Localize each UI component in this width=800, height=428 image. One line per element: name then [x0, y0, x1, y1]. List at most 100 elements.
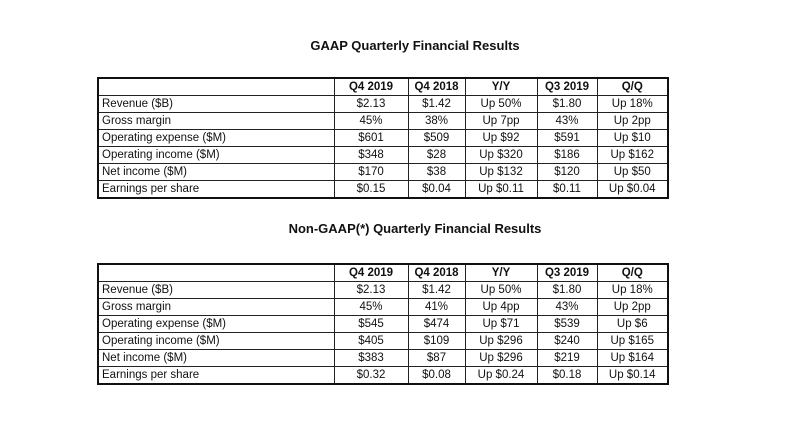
row-label: Operating expense ($M) — [97, 315, 335, 333]
table-cell: Up $71 — [464, 315, 538, 333]
table-cell: $170 — [333, 163, 409, 181]
row-label: Revenue ($B) — [97, 95, 335, 113]
table-cell: Up $164 — [596, 349, 669, 367]
row-label: Net income ($M) — [97, 163, 335, 181]
table-title: Non-GAAP(*) Quarterly Financial Results — [288, 221, 542, 236]
table-cell: Up $0.14 — [596, 366, 669, 385]
table-cell: $0.32 — [333, 366, 409, 385]
row-label: Earnings per share — [97, 366, 335, 385]
table-row: Operating income ($M) $348 $28 Up $320 $186 U… — [97, 146, 669, 164]
table-cell: 41% — [407, 298, 466, 316]
table-cell: $0.11 — [536, 180, 598, 199]
table-cell: $0.04 — [407, 180, 466, 199]
table-cell: $405 — [333, 332, 409, 350]
table-cell: Up $132 — [464, 163, 538, 181]
table-cell: $539 — [536, 315, 598, 333]
non-gaap-results-table: Q4 2019 Q4 2018 Y/Y Q3 2019 Q/Q Revenue ($B) $… — [97, 263, 669, 385]
table-cell: $2.13 — [333, 95, 409, 113]
row-label: Net income ($M) — [97, 349, 335, 367]
table-cell: Up $165 — [596, 332, 669, 350]
table-cell: Up $320 — [464, 146, 538, 164]
table-cell: $0.08 — [407, 366, 466, 385]
row-label: Earnings per share — [97, 180, 335, 199]
gaap-results-table: Q4 2019 Q4 2018 Y/Y Q3 2019 Q/Q Revenue ($B) $… — [97, 77, 669, 199]
row-label: Operating income ($M) — [97, 146, 335, 164]
table-cell: $0.15 — [333, 180, 409, 199]
table-cell: $38 — [407, 163, 466, 181]
table-cell: $2.13 — [333, 281, 409, 299]
table-cell: $219 — [536, 349, 598, 367]
table-cell: $383 — [333, 349, 409, 367]
table-cell: $120 — [536, 163, 598, 181]
row-label: Gross margin — [97, 298, 335, 316]
table-cell: Up $50 — [596, 163, 669, 181]
table-cell: $240 — [536, 332, 598, 350]
table-cell: Up 4pp — [464, 298, 538, 316]
table-row: Net income ($M) $170 $38 Up $132 $120 Up $50 — [97, 163, 669, 181]
table-cell: $28 — [407, 146, 466, 164]
table-cell: Up 2pp — [596, 112, 669, 130]
table-row: Earnings per share $0.15 $0.04 Up $0.11 $0.1… — [97, 180, 669, 199]
table-row: Operating expense ($M) $545 $474 Up $71 $539… — [97, 315, 669, 333]
column-header: Q/Q — [596, 263, 669, 282]
table-cell: Up 50% — [464, 95, 538, 113]
table-cell: Up 7pp — [464, 112, 538, 130]
table-title: GAAP Quarterly Financial Results — [310, 38, 520, 53]
table-cell: Up 18% — [596, 95, 669, 113]
column-header: Q3 2019 — [536, 263, 598, 282]
table-row: Revenue ($B) $2.13 $1.42 Up 50% $1.80 Up 18% — [97, 95, 669, 113]
table-cell: 43% — [536, 112, 598, 130]
table-cell: Up $296 — [464, 332, 538, 350]
table-cell: $509 — [407, 129, 466, 147]
row-label: Revenue ($B) — [97, 281, 335, 299]
table-cell: $87 — [407, 349, 466, 367]
table-row: Gross margin 45% 38% Up 7pp 43% Up 2pp — [97, 112, 669, 130]
column-header: Q3 2019 — [536, 77, 598, 96]
table-row: Operating expense ($M) $601 $509 Up $92 $591… — [97, 129, 669, 147]
table-row: Gross margin 45% 41% Up 4pp 43% Up 2pp — [97, 298, 669, 316]
table-cell: 38% — [407, 112, 466, 130]
header-row: Q4 2019 Q4 2018 Y/Y Q3 2019 Q/Q — [97, 77, 669, 96]
table-cell: Up $92 — [464, 129, 538, 147]
table-cell: $601 — [333, 129, 409, 147]
table-cell: $186 — [536, 146, 598, 164]
table-cell: $0.18 — [536, 366, 598, 385]
table-cell: $545 — [333, 315, 409, 333]
table-cell: 45% — [333, 112, 409, 130]
column-header: Y/Y — [464, 77, 538, 96]
table-cell: Up 18% — [596, 281, 669, 299]
column-header — [97, 77, 335, 96]
table-cell: Up $0.24 — [464, 366, 538, 385]
table-cell: Up $10 — [596, 129, 669, 147]
table-cell: $1.42 — [407, 95, 466, 113]
table-cell: 45% — [333, 298, 409, 316]
table-cell: Up $162 — [596, 146, 669, 164]
table-cell: $1.80 — [536, 95, 598, 113]
row-label: Operating income ($M) — [97, 332, 335, 350]
table-cell: Up $296 — [464, 349, 538, 367]
column-header — [97, 263, 335, 282]
table-cell: $109 — [407, 332, 466, 350]
table-row: Operating income ($M) $405 $109 Up $296 $240… — [97, 332, 669, 350]
table-cell: $1.80 — [536, 281, 598, 299]
column-header: Y/Y — [464, 263, 538, 282]
column-header: Q4 2018 — [407, 77, 466, 96]
row-label: Operating expense ($M) — [97, 129, 335, 147]
table-cell: $591 — [536, 129, 598, 147]
table-cell: Up $0.04 — [596, 180, 669, 199]
table-cell: Up $0.11 — [464, 180, 538, 199]
table-cell: $1.42 — [407, 281, 466, 299]
table-cell: Up 2pp — [596, 298, 669, 316]
column-header: Q4 2018 — [407, 263, 466, 282]
table-cell: Up $6 — [596, 315, 669, 333]
table-cell: $348 — [333, 146, 409, 164]
table-cell: Up 50% — [464, 281, 538, 299]
row-label: Gross margin — [97, 112, 335, 130]
column-header: Q4 2019 — [333, 263, 409, 282]
column-header: Q4 2019 — [333, 77, 409, 96]
column-header: Q/Q — [596, 77, 669, 96]
table-cell: 43% — [536, 298, 598, 316]
table-row: Net income ($M) $383 $87 Up $296 $219 Up $164 — [97, 349, 669, 367]
header-row: Q4 2019 Q4 2018 Y/Y Q3 2019 Q/Q — [97, 263, 669, 282]
table-row: Revenue ($B) $2.13 $1.42 Up 50% $1.80 Up 18% — [97, 281, 669, 299]
